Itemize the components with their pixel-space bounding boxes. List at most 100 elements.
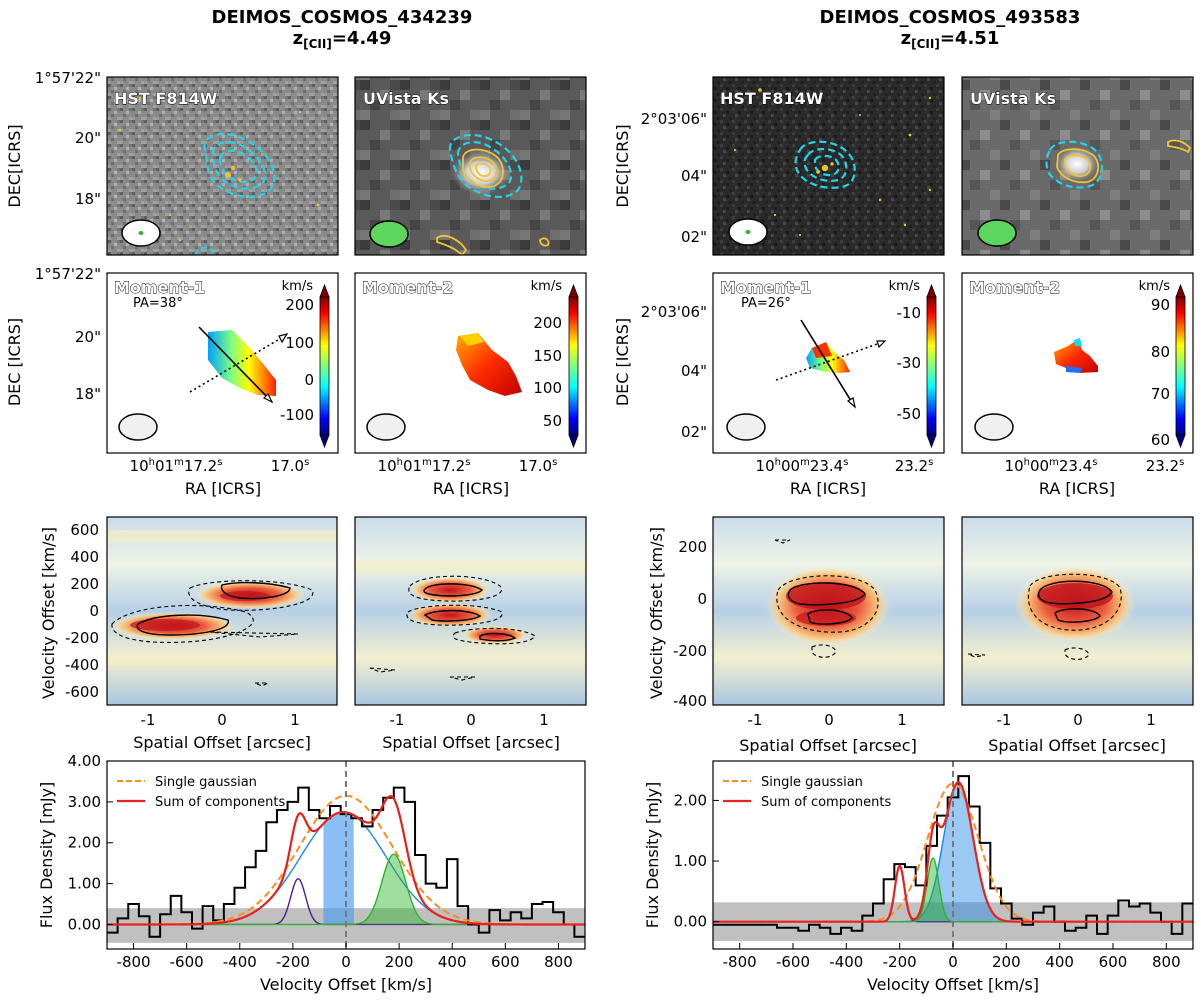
spectrum-xtick-label: 400 [438,953,467,971]
spectrum-ylabel: Flux Density [mJy] [37,782,56,929]
left-ra-p3: 01 [155,457,174,475]
left-pv-ytick-6: -600 [65,683,99,701]
right-pv-major [712,516,945,706]
left-uvista-panel: UVista Ks [354,76,587,256]
right-moment2-label: Moment-2 [969,278,1060,297]
right-redshift: z[CII]=4.51 [901,28,1000,51]
spectrum-xtick-label: -400 [223,953,257,971]
left-pv-xtick-1: 0 [217,711,227,729]
right-ra-label: RA [ICRS] [790,479,866,498]
right-mom2-tick-3: 60 [1151,431,1170,449]
right-mom1-tick-1: -30 [897,354,922,372]
left-moment2-beam [366,413,406,441]
spectrum-xtick-label: -800 [723,953,757,971]
spectrum-ytick-label: 2.00 [674,791,707,809]
right-ra2-q2: s [1179,457,1184,468]
left-z-sub: [CII] [303,37,332,51]
right-moment1-beam [726,413,766,441]
left-dec-tick-1: 20" [75,129,101,147]
spectrum-xtick-label: 800 [1152,953,1181,971]
left-moment1-panel: Moment-1 PA=38° km/s 200 100 0 -100 [106,272,339,454]
right-mom2-unit: km/s [1139,279,1171,294]
left-moment1-colorbar [319,296,330,436]
left-ra-tick-0: 10h01m17.2s [130,457,223,475]
right-ra2-p2: h [1024,457,1030,468]
right-ra-q1: 23.2 [895,457,928,475]
spectrum-xtick-label: -600 [170,953,204,971]
left-moment2-label: Moment-2 [362,278,453,297]
legend-single-gaussian: Single gaussian [155,775,257,790]
spectrum-ytick-label: 1.00 [68,875,101,893]
spectrum-ytick-label: 4.00 [68,752,101,770]
left-pv-yticks: 600 400 200 0 -200 -400 -600 [65,521,99,701]
left-pv2-xlabel: Spatial Offset [arcsec] [382,733,560,752]
right-pv-ytick-2: -200 [673,642,707,660]
left-ra2-p5: 17.2 [432,457,465,475]
right-z-prefix: z [901,28,911,49]
left-moment1-map [208,330,276,396]
right-source-name: DEIMOS_COSMOS_493583 [820,7,1081,28]
right-pv-ytick-3: -400 [673,692,707,710]
right-pv-xlabel: Spatial Offset [arcsec] [739,736,917,755]
left-pv-major [106,516,338,706]
right-uvista-beam [977,219,1017,247]
right-pv-minor [961,516,1194,706]
right-moment1-label: Moment-1 [720,278,811,297]
spectrum-xtick-label: 400 [1045,953,1074,971]
right-pv-ytick-0: 200 [678,538,707,556]
left-ra2-q1: 17.0 [519,457,552,475]
right-pv2-xlabel: Spatial Offset [arcsec] [988,736,1166,755]
right-mom1-tick-2: -50 [897,405,922,423]
left-pv2-xtick-1: 0 [466,711,476,729]
spectrum-xlabel: Velocity Offset [km/s] [867,975,1039,994]
right-dec-tick-0: 2°03'06" [641,110,707,128]
right-ra2-p4: m [1049,457,1059,468]
right-ra-p1: 10 [756,457,775,475]
right-ra2-label: RA [ICRS] [1039,479,1115,498]
right-ra-q2: s [928,457,933,468]
left-ra-p4: m [174,457,184,468]
right-pv-ylabel: Velocity Offset [km/s] [647,527,666,699]
left-moment2-map [456,333,522,396]
left-moment1-beam [118,413,158,441]
left-dec2-tick-1: 20" [75,328,101,346]
left-ra2-p2: h [397,457,403,468]
left-pv2-xtick-0: -1 [390,711,405,729]
left-hst-label: HST F814W [114,89,218,108]
right-ra-p6: s [843,457,848,468]
right-mom1-tick-0: -10 [897,304,922,322]
right-moment2-beam [974,413,1014,441]
left-dec-tick-0: 1°57'22" [35,69,101,87]
spectrum-ylabel: Flux Density [mJy] [643,782,662,929]
left-spectrum: -800 -600 -400 -200 0 200 400 600 800 4.00 3.00 2.0… [37,752,586,994]
left-ra-p5: 17.2 [184,457,217,475]
left-ra-label: RA [ICRS] [185,479,261,498]
left-hst-panel: HST F814W [106,76,339,256]
left-uvista-label: UVista Ks [363,89,449,108]
sum-of-components-line [713,781,1193,923]
right-pv-ytick-1: 0 [697,590,707,608]
right-moment1-panel: Moment-1 PA=26° km/s -10 -30 -50 [712,272,945,454]
right-pv2-xtick-0: -1 [997,711,1012,729]
left-ra2-tick-1: 17.0s [519,457,558,475]
legend-sum-of-components: Sum of components [761,795,891,810]
right-dec-label: DEC[ICRS] [613,124,632,207]
left-mom2-tick-3: 50 [543,412,562,430]
legend-sum-of-components: Sum of components [155,795,285,810]
spectrum-ytick-label: 0.00 [68,915,101,933]
right-pv-xtick-0: -1 [748,711,763,729]
left-pv-ytick-5: -400 [65,656,99,674]
left-mom1-tick-3: -100 [280,406,314,424]
left-pv-ytick-3: 0 [89,602,99,620]
left-dec-tick-2: 18" [75,190,101,208]
left-ra2-p6: s [465,457,470,468]
right-uvista-panel: UVista Ks [961,76,1194,256]
left-mom2-tick-0: 200 [533,314,562,332]
right-moment1-colorbar [926,296,937,436]
left-moment1-label: Moment-1 [114,278,205,297]
right-pv2-xtick-1: 0 [1073,711,1083,729]
spectrum-xtick-label: 200 [385,953,414,971]
spectrum-xtick-label: -800 [117,953,151,971]
left-z-prefix: z [293,28,303,49]
right-moment2-map [1054,339,1098,373]
